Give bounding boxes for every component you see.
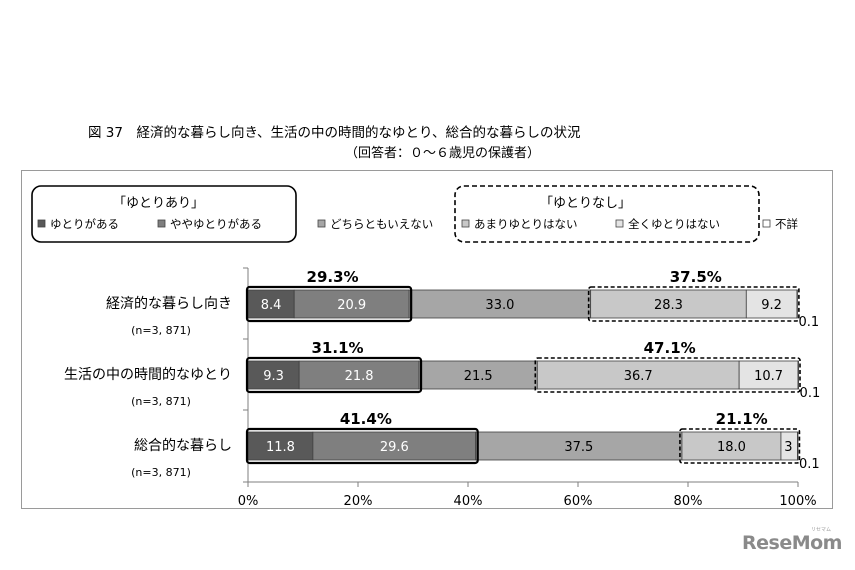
sample-size-2: (n=3, 871): [131, 466, 191, 479]
legend-label-5: 不詳: [775, 217, 798, 231]
bar-value-label-2-4: 3: [784, 440, 792, 455]
legend-label-4: 全くゆとりはない: [628, 217, 720, 231]
legend-group-no-box: [454, 185, 760, 243]
legend-group-no-label: 「ゆとりなし」: [540, 196, 631, 211]
legend-label-1: ややゆとりがある: [170, 217, 262, 231]
bar-segment-1-2: [418, 360, 538, 390]
chart-subtitle: （回答者：０～６歳児の保護者）: [345, 146, 541, 161]
bar-segment-2-5: [797, 431, 799, 461]
bar-value-label-1-4: 10.7: [754, 369, 783, 384]
bar-segment-2-2: [475, 431, 683, 461]
bar-value-label-0-1: 20.9: [337, 298, 366, 313]
bar-segment-2-1: [312, 431, 477, 461]
sample-size-1: (n=3, 871): [131, 395, 191, 408]
legend-group-yes-label: 「ゆとりあり」: [113, 196, 204, 211]
bar-segment-1-1: [298, 360, 420, 390]
plot-area: 0% 20% 40% 60% 80% 100% 経済的な暮らし向き (n=3, 871) 8.4…: [64, 267, 821, 509]
bar-value-label-1-2: 21.5: [464, 369, 493, 384]
group-yes-total-0: 29.3%: [307, 268, 359, 286]
group-no-total-0: 37.5%: [670, 268, 722, 286]
bar-segment-0-3: [590, 289, 747, 319]
bar-value-label-1-0: 9.3: [263, 369, 284, 384]
bar-segment-1-4: [738, 360, 799, 390]
bar-value-label-1-1: 21.8: [345, 369, 374, 384]
group-yes-outline-0: [245, 285, 413, 323]
bar-value-label-0-5: 0.1: [798, 315, 819, 330]
bar-value-label-2-5: 0.1: [799, 457, 820, 472]
bar-value-label-2-0: 11.8: [266, 440, 295, 455]
sample-size-0: (n=3, 871): [131, 324, 191, 337]
group-no-total-1: 47.1%: [644, 339, 696, 357]
bar-value-label-2-3: 18.0: [717, 440, 746, 455]
legend: 「ゆとりあり」 「ゆとりなし」 ゆとりがある ややゆとりがある どちらともいえない あ…: [31, 185, 798, 243]
x-tick-label-5: 100%: [779, 494, 816, 509]
group-no-outline-0: [587, 286, 800, 322]
legend-swatch-2: [317, 219, 326, 228]
bar-value-label-1-5: 0.1: [800, 386, 821, 401]
x-tick-label-4: 80%: [674, 494, 703, 509]
bar-value-label-1-3: 36.7: [624, 369, 653, 384]
group-yes-outline-1: [245, 356, 423, 394]
bar-value-label-0-4: 9.2: [761, 298, 782, 313]
group-yes-outline-2: [245, 427, 479, 465]
legend-label-0: ゆとりがある: [50, 217, 119, 231]
group-yes-total-1: 31.1%: [312, 339, 364, 357]
legend-swatch-1: [157, 219, 166, 228]
x-tick-label-2: 40%: [454, 494, 483, 509]
resemom-logo-sub: リセマム: [811, 527, 832, 533]
x-tick-label-0: 0%: [238, 494, 259, 509]
bar-value-label-0-0: 8.4: [261, 298, 282, 313]
bar-segment-1-3: [536, 360, 740, 390]
bar-segment-1-5: [797, 360, 799, 390]
bar-segment-0-5: [796, 289, 798, 319]
legend-swatch-5: [762, 219, 771, 228]
bar-value-label-2-2: 37.5: [564, 440, 593, 455]
legend-swatch-0: [37, 219, 46, 228]
category-label-2: 総合的な暮らし: [134, 438, 232, 454]
x-tick-label-3: 60%: [564, 494, 593, 509]
bar-segment-1-0: [247, 360, 300, 390]
resemom-logo: ReseMom: [742, 532, 842, 554]
legend-swatch-3: [461, 219, 470, 228]
category-label-0: 経済的な暮らし向き: [106, 296, 232, 312]
x-tick-label-1: 20%: [344, 494, 373, 509]
bar-segment-0-4: [745, 289, 798, 319]
bar-value-label-2-1: 29.6: [380, 440, 409, 455]
legend-group-yes-box: [31, 185, 297, 243]
legend-swatch-4: [615, 219, 624, 228]
group-no-outline-1: [534, 357, 801, 393]
group-no-outline-2: [679, 428, 801, 464]
bar-value-label-0-2: 33.0: [485, 298, 514, 313]
group-no-total-2: 21.1%: [716, 410, 768, 428]
chart-title: 図 37 経済的な暮らし向き、生活の中の時間的なゆとり、総合的な暮らしの状況: [88, 125, 581, 141]
bar-segment-2-3: [681, 431, 782, 461]
chart-frame: [21, 170, 833, 509]
group-yes-total-2: 41.4%: [340, 410, 392, 428]
category-label-1: 生活の中の時間的なゆとり: [64, 367, 232, 383]
bar-segment-2-0: [247, 431, 314, 461]
legend-label-3: あまりゆとりはない: [474, 217, 578, 231]
legend-label-2: どちらともいえない: [330, 217, 433, 231]
bar-value-label-0-3: 28.3: [654, 298, 683, 313]
